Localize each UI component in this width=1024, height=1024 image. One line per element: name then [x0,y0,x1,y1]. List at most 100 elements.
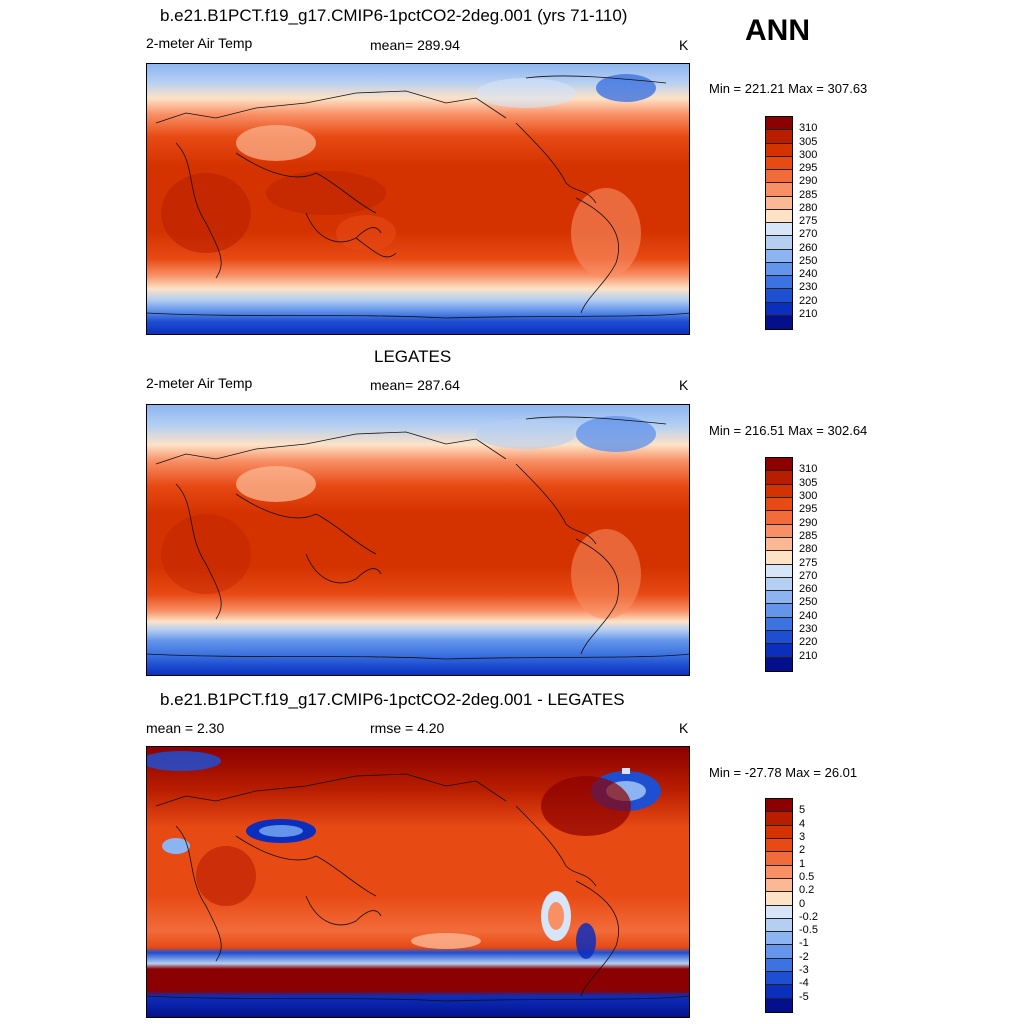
colorbar-tick-label: 270 [799,569,818,582]
panel-1-minmax: Min = 221.21 Max = 307.63 [709,81,868,96]
panel-3-minmax: Min = -27.78 Max = 26.01 [709,765,858,780]
colorbar-tick-label: 0 [799,897,806,910]
colorbar-swatch [766,484,792,498]
colorbar-swatch [766,524,792,538]
colorbar-tick-label: 280 [799,201,818,214]
colorbar-tick-label: 280 [799,543,818,556]
colorbar-tick-label: 0.5 [799,870,815,883]
colorbar-tick-label: 300 [799,148,818,161]
panel-3-map [146,746,690,1018]
colorbar-swatch [766,945,792,959]
colorbar-swatch [766,302,792,316]
panel-3-mean-label: mean = 2.30 [146,720,225,736]
colorbar-swatch [766,511,792,525]
colorbar-tick-label: 4 [799,817,806,830]
colorbar-tick-label: -3 [799,964,809,977]
colorbar-swatch [766,932,792,946]
colorbar-swatch [766,577,792,592]
colorbar-tick-label: 310 [799,463,818,476]
panel-2-mean-label: mean= 287.64 [370,377,460,393]
colorbar-tick-label: 0.2 [799,884,815,897]
panel-1-colorbar [765,116,793,330]
colorbar-tick-label: 295 [799,162,818,174]
colorbar-swatch [766,865,792,879]
colorbar-swatch [766,276,792,290]
colorbar-swatch [766,196,792,210]
panel-1-variable-label: 2-meter Air Temp [146,35,253,51]
colorbar-swatch [766,471,792,485]
colorbar-tick-label: 305 [799,476,818,489]
colorbar-swatch [766,657,792,671]
colorbar-tick-label: 270 [799,228,818,241]
panel-3-title: b.e21.B1PCT.f19_g17.CMIP6-1pctCO2-2deg.0… [160,690,625,709]
colorbar-swatch [766,170,792,184]
colorbar-tick-label: 305 [799,135,818,148]
colorbar-tick-label: 220 [799,294,818,307]
colorbar-swatch [766,604,792,618]
panel-1-title: b.e21.B1PCT.f19_g17.CMIP6-1pctCO2-2deg.0… [160,6,628,25]
colorbar-swatch [766,130,792,144]
panel-2-title: LEGATES [374,347,452,366]
panel-1-mean-label: mean= 289.94 [370,37,460,53]
colorbar-tick-label: 285 [799,188,818,201]
colorbar-swatch [766,156,792,170]
colorbar-tick-label: 240 [799,609,818,622]
colorbar-tick-label: 250 [799,596,818,609]
panel-3-colorbar [765,798,793,1013]
colorbar-tick-label: 230 [799,623,818,636]
panel-2-units: K [679,377,689,393]
colorbar-tick-label: -1 [799,937,809,950]
colorbar-tick-label: 300 [799,489,818,502]
colorbar-swatch [766,209,792,223]
colorbar-swatch [766,289,792,303]
colorbar-swatch [766,892,792,906]
colorbar-swatch [766,958,792,973]
colorbar-tick-label: 240 [799,268,818,280]
colorbar-tick-label: 275 [799,215,818,227]
colorbar-swatch [766,262,792,276]
colorbar-swatch [766,249,792,263]
colorbar-tick-label: -0.2 [799,910,818,923]
panel-3-rmse-label: rmse = 4.20 [370,720,445,736]
colorbar-tick-label: 210 [799,649,818,662]
colorbar-swatch [766,918,792,933]
colorbar-tick-label: -2 [799,950,809,963]
colorbar-swatch [766,631,792,645]
colorbar-tick-label: 230 [799,281,818,294]
colorbar-swatch [766,998,792,1012]
colorbar-swatch [766,236,792,250]
panel-2-map [146,404,690,676]
colorbar-swatch [766,838,792,853]
colorbar-tick-label: 260 [799,241,818,254]
colorbar-tick-label: 290 [799,175,818,188]
colorbar-tick-label: 210 [799,307,818,320]
colorbar-swatch [766,183,792,197]
colorbar-tick-label: 250 [799,254,818,267]
colorbar-tick-label: 3 [799,830,806,843]
colorbar-swatch [766,537,792,552]
colorbar-tick-label: 285 [799,529,818,542]
colorbar-swatch [766,117,792,131]
panel-2-colorbar [765,457,793,672]
panel-1-units: K [679,37,689,53]
colorbar-swatch [766,564,792,578]
colorbar-tick-label: 5 [799,804,806,817]
colorbar-swatch [766,497,792,512]
colorbar-tick-label: -4 [799,977,809,990]
colorbar-tick-label: -0.5 [799,924,818,937]
colorbar-swatch [766,825,792,839]
colorbar-tick-label: 220 [799,636,818,649]
colorbar-swatch [766,315,792,329]
colorbar-swatch [766,905,792,919]
colorbar-swatch [766,458,792,472]
colorbar-swatch [766,812,792,826]
panel-2-variable-label: 2-meter Air Temp [146,375,253,391]
colorbar-tick-label: 290 [799,516,818,529]
colorbar-swatch [766,591,792,605]
colorbar-swatch [766,617,792,632]
colorbar-swatch [766,799,792,813]
colorbar-tick-label: 275 [799,556,818,569]
season-label: ANN [745,14,810,47]
colorbar-swatch [766,972,792,986]
colorbar-tick-label: -5 [799,990,809,1003]
